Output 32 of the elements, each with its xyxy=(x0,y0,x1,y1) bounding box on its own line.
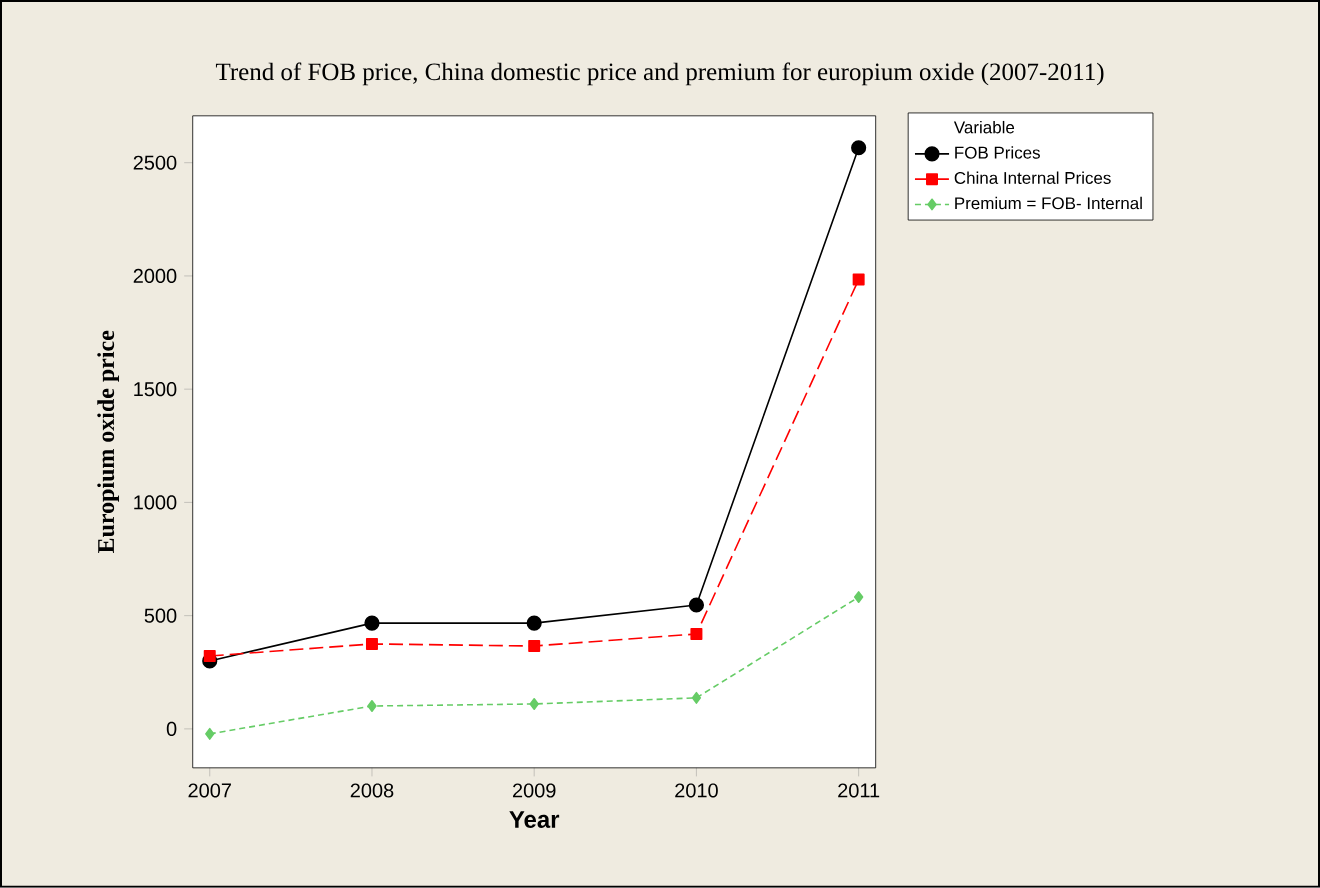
point xyxy=(365,638,378,651)
legend-label: Premium = FOB- Internal xyxy=(955,196,1142,210)
point xyxy=(690,628,703,641)
point xyxy=(526,615,542,631)
point xyxy=(364,615,380,631)
y-tick-label: 2500 xyxy=(133,155,177,170)
x-axis-title: Year xyxy=(509,811,560,829)
point xyxy=(688,597,705,613)
point xyxy=(205,728,215,741)
point xyxy=(529,698,539,711)
legend-title: Variable xyxy=(953,121,1015,134)
point xyxy=(852,273,865,286)
x-tick-label: 2007 xyxy=(188,783,231,798)
y-tick-label: 0 xyxy=(166,721,177,737)
y-tick-label: 500 xyxy=(144,608,177,623)
legend-label: China Internal Prices xyxy=(954,171,1111,185)
point xyxy=(851,140,867,156)
point xyxy=(691,692,702,705)
x-tick-label: 2008 xyxy=(350,783,394,798)
point xyxy=(367,700,377,713)
y-tick-label: 1500 xyxy=(134,382,177,397)
point xyxy=(203,650,216,663)
point xyxy=(528,640,541,653)
y-tick-label: 1000 xyxy=(134,495,177,510)
y-tick-label: 2000 xyxy=(133,269,177,284)
legend-label: FOB Prices xyxy=(955,146,1040,159)
x-tick-label: 2011 xyxy=(838,783,880,798)
x-tick-label: 2010 xyxy=(675,783,718,798)
y-axis-title: Europium oxide price xyxy=(97,331,119,554)
chart-title: Trend of FOB price, China domestic price and premium for europium oxide (2007-2011) xyxy=(215,62,1104,86)
x-tick-label: 2009 xyxy=(512,783,556,798)
point xyxy=(853,591,864,604)
